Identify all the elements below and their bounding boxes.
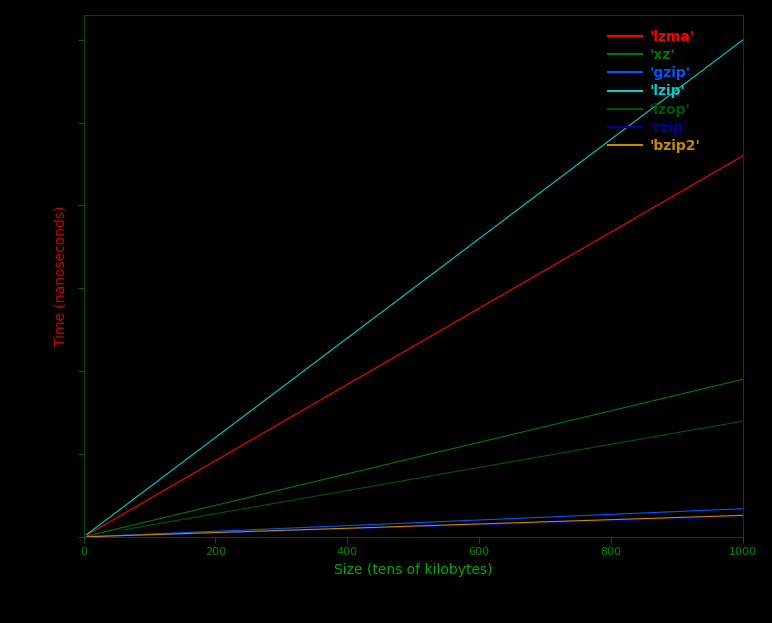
'rzip' [205,530,215,537]
'bzip2' [277,526,286,534]
'lzip' [637,113,646,120]
'bzip2' [83,533,92,541]
'gzip' [277,525,286,532]
'lzop' [564,448,573,455]
Legend: 'lzma', 'xz', 'gzip', 'lzip', 'lzop', 'rzip', 'bzip2': 'lzma', 'xz', 'gzip', 'lzip', 'lzop', 'r… [605,27,703,156]
'xz' [637,400,646,407]
'lzip' [536,189,545,196]
Line: 'lzip': 'lzip' [87,40,743,535]
'bzip2' [536,518,545,526]
X-axis label: Size (tens of kilobytes): Size (tens of kilobytes) [334,563,493,577]
'lzip' [631,117,641,124]
'lzop' [120,526,130,533]
'lzop' [119,526,128,534]
'lzip' [205,438,215,445]
'gzip' [597,511,606,518]
'lzma' [631,214,641,221]
'bzip2' [738,511,747,519]
'lzma' [637,211,646,218]
'gzip' [637,509,646,516]
Line: 'lzma': 'lzma' [87,156,743,535]
'lzma' [277,419,286,426]
'gzip' [83,533,92,541]
'xz' [277,486,286,493]
'lzip' [277,384,286,391]
'lzop' [738,417,747,425]
'lzip' [83,531,92,538]
'xz' [205,503,215,510]
'bzip2' [631,515,641,523]
'bzip2' [205,529,215,536]
'gzip' [738,505,747,513]
'lzma' [83,531,92,539]
'rzip' [536,520,545,527]
'bzip2' [597,516,606,524]
'xz' [597,409,606,417]
'rzip' [631,516,641,524]
'lzop' [361,483,371,491]
Line: 'rzip': 'rzip' [87,517,743,537]
'rzip' [277,527,286,535]
'gzip' [205,528,215,535]
'gzip' [631,510,641,517]
'lzip' [597,143,606,150]
'xz' [631,401,641,409]
'lzip' [738,36,747,44]
'rzip' [637,516,646,524]
Line: 'bzip2': 'bzip2' [87,515,743,537]
'lzma' [597,234,606,241]
Y-axis label: Time (nanoseconds): Time (nanoseconds) [53,206,68,346]
'rzip' [83,533,92,541]
'lzma' [738,152,747,159]
'lzop' [201,512,210,520]
'rzip' [738,513,747,521]
Line: 'lzop': 'lzop' [124,421,743,530]
'xz' [83,532,92,540]
'lzma' [205,460,215,467]
Line: 'gzip': 'gzip' [87,509,743,537]
'gzip' [536,513,545,521]
'xz' [738,376,747,383]
'lzop' [301,494,310,502]
'xz' [536,424,545,431]
'lzop' [330,489,339,497]
'bzip2' [637,515,646,523]
'lzma' [536,269,545,277]
Line: 'xz': 'xz' [87,379,743,536]
'rzip' [597,518,606,525]
